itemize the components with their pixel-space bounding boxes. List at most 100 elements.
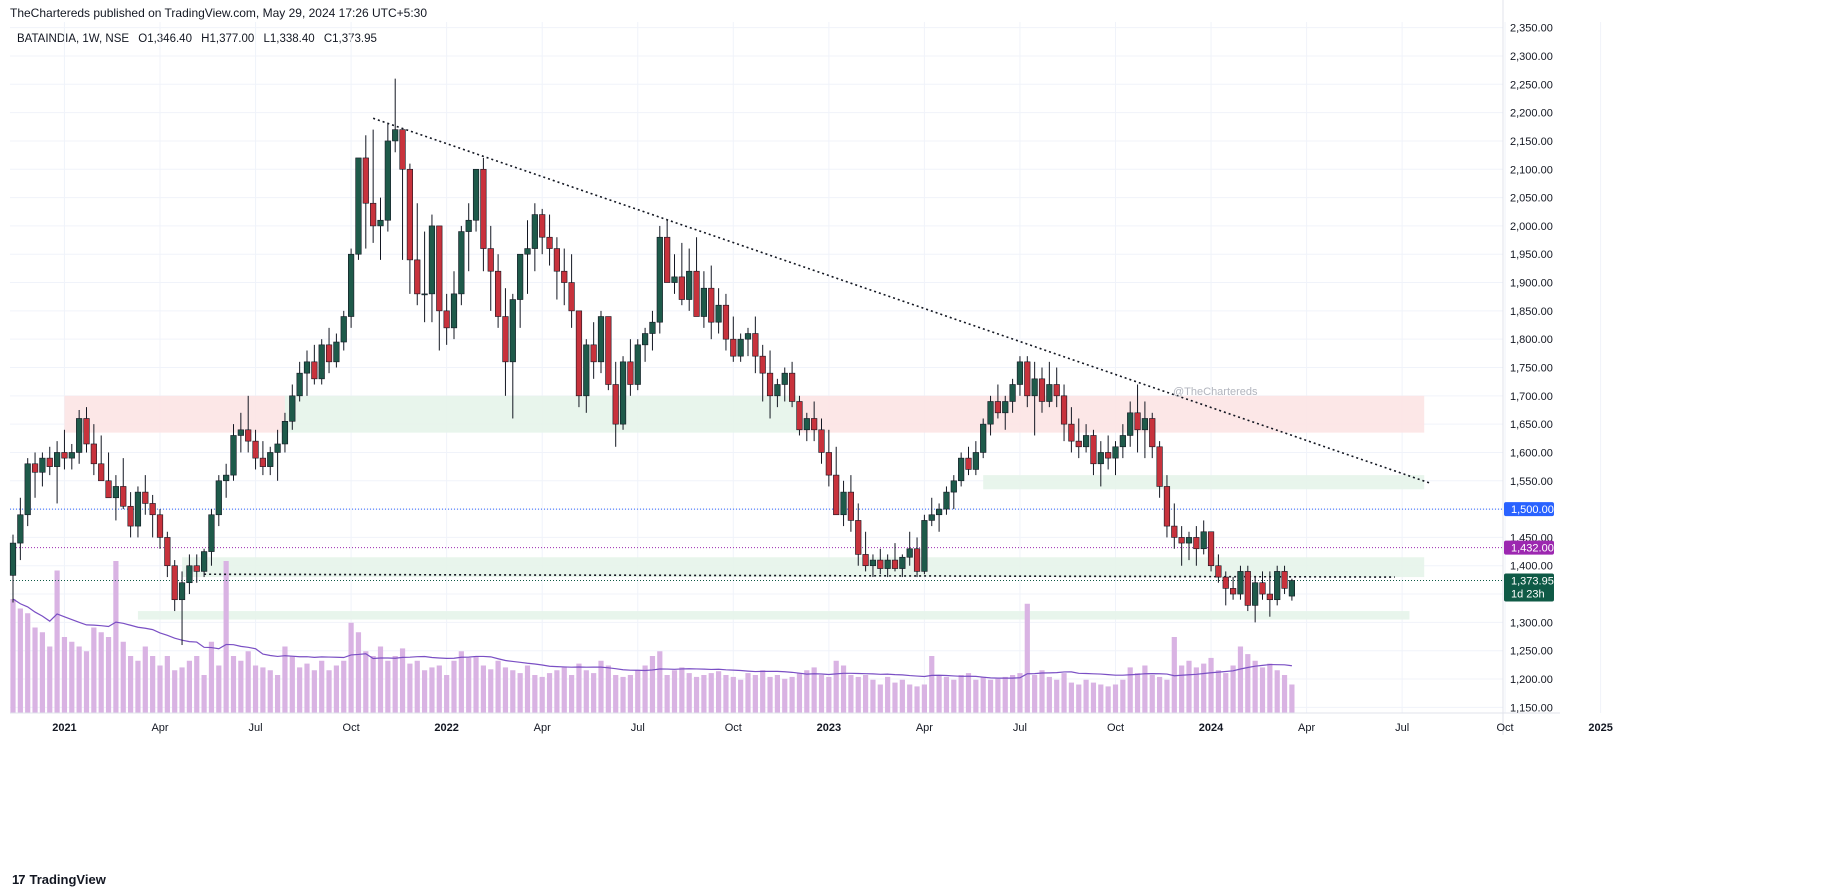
volume-bar	[355, 632, 362, 713]
symbol-legend[interactable]: BATAINDIA, 1W, NSE O1,346.40 H1,377.00 L…	[17, 33, 383, 45]
volume-bar	[135, 660, 141, 713]
volume-bar	[370, 656, 376, 713]
volume-bar	[907, 684, 913, 713]
volume-bar	[1281, 675, 1288, 713]
price-tick-label: 2,350.00	[1510, 23, 1553, 35]
candle-down	[1060, 395, 1068, 425]
time-tick-label: Oct	[1496, 722, 1513, 734]
symbol-name: BATAINDIA, 1W, NSE	[17, 33, 130, 45]
candle-down	[1156, 446, 1163, 487]
volume-bar	[466, 657, 472, 713]
candle-down	[362, 157, 369, 204]
volume-bar	[238, 660, 244, 713]
volume-bar	[1090, 682, 1097, 713]
candle-down	[796, 401, 803, 431]
candle-down	[1222, 576, 1229, 589]
candle-up	[649, 321, 656, 334]
volume-bar	[789, 676, 795, 713]
candle-down	[590, 344, 597, 363]
volume-bar	[885, 676, 891, 713]
watermark-text: @TheChartereds	[1173, 386, 1258, 398]
candle-up	[1002, 401, 1009, 414]
volume-bar	[502, 667, 509, 713]
ohlc-low: L1,338.40	[263, 33, 315, 45]
price-tick-label: 2,050.00	[1510, 193, 1553, 205]
volume-bar	[245, 651, 251, 713]
candle-up	[186, 565, 193, 584]
candle-down	[90, 443, 97, 465]
candle-up	[840, 491, 847, 516]
volume-bar	[289, 656, 295, 713]
time-tick-label: 2021	[52, 722, 76, 734]
candle-down	[1193, 537, 1200, 550]
candle-down	[693, 270, 700, 317]
candle-up	[671, 276, 678, 283]
candle-down	[487, 248, 494, 272]
candle-up	[53, 452, 61, 467]
time-axis[interactable]: 2021 Apr Jul Oct 2022 Apr Jul Oct 2023 Apr Jul Oct 2…	[52, 722, 1613, 734]
volume-bar	[407, 663, 413, 713]
candle-up	[384, 140, 391, 221]
candle-down	[862, 554, 869, 567]
volume-bar	[436, 665, 442, 713]
volume-bar	[157, 665, 163, 713]
candle-up	[201, 551, 208, 572]
price-badge-label: 1,500.00	[1511, 504, 1554, 516]
volume-bar	[348, 622, 354, 713]
price-tick-label: 1,850.00	[1510, 306, 1553, 318]
volume-bar	[76, 646, 82, 713]
time-tick-label: Apr	[534, 722, 551, 734]
price-tick-label: 2,250.00	[1510, 79, 1553, 91]
candle-up	[1274, 571, 1281, 601]
volume-bar	[664, 675, 670, 713]
candle-up	[296, 372, 303, 397]
candle-up	[1200, 531, 1207, 550]
tradingview-logo[interactable]: 17 TradingView	[12, 872, 106, 887]
volume-bar	[995, 678, 1001, 713]
volume-bar	[804, 670, 810, 713]
candle-up	[289, 395, 296, 422]
candle-down	[965, 457, 972, 470]
candle-up	[1127, 412, 1134, 436]
volume-bar	[208, 641, 215, 713]
supply-zone	[64, 395, 285, 433]
candle-up	[619, 361, 627, 425]
volume-bar	[47, 646, 53, 713]
price-tick-label: 1,800.00	[1510, 334, 1553, 346]
tradingview-brand: TradingView	[29, 872, 106, 887]
candle-down	[443, 310, 450, 329]
volume-bar	[422, 670, 428, 713]
volume-bar	[179, 667, 185, 713]
time-tick-label: 2024	[1199, 722, 1224, 734]
volume-bar	[1179, 665, 1185, 713]
time-tick-label: Jul	[631, 722, 645, 734]
volume-bar	[105, 637, 112, 713]
volume-bar	[767, 676, 773, 713]
candle-down	[818, 429, 825, 453]
volume-bar	[1259, 667, 1266, 713]
candle-up	[1046, 384, 1053, 402]
volume-bar	[61, 637, 68, 713]
candle-up	[223, 474, 230, 482]
candle-up	[1252, 582, 1259, 606]
price-tick-label: 1,200.00	[1510, 674, 1553, 686]
volume-bar	[451, 660, 457, 713]
candle-up	[899, 556, 906, 569]
volume-bar	[686, 673, 692, 713]
trendlines[interactable]	[204, 117, 1432, 578]
volume-bar	[1245, 654, 1251, 713]
volume-bar	[1208, 657, 1214, 713]
volume-bar	[899, 679, 905, 713]
price-axis[interactable]: 2,350.00 2,300.00 2,250.00 2,200.00 2,150.00…	[1510, 23, 1553, 715]
volume-bar	[877, 684, 883, 713]
candle-down	[877, 559, 884, 569]
volume-bar	[429, 667, 435, 713]
volume-bar	[150, 656, 156, 713]
volume-bar	[282, 646, 288, 713]
candle-up	[1083, 435, 1090, 448]
volume-bar	[569, 675, 575, 713]
candle-down	[1090, 435, 1097, 465]
volume-bar	[414, 660, 420, 713]
